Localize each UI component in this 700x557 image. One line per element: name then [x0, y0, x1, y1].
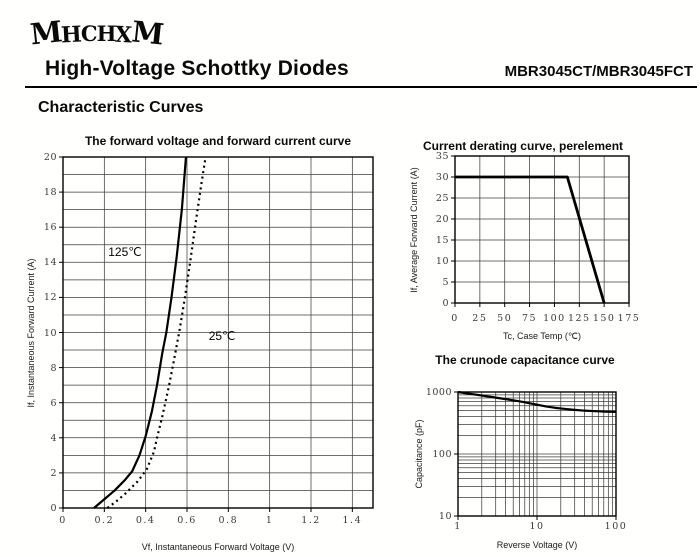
- y-tick-label: 14: [43, 257, 57, 269]
- derating-x-axis-title: Tc, Case Temp (℃): [503, 331, 581, 341]
- y-tick-label: 0: [442, 298, 449, 309]
- derating-plot: [451, 155, 630, 307]
- forward-series-125℃: [93, 156, 188, 509]
- logo-letter: H: [96, 21, 117, 46]
- y-tick-label: 1000: [425, 387, 452, 398]
- y-tick-label: 12: [43, 292, 57, 304]
- curve-label: 125℃: [108, 244, 142, 259]
- x-tick-label: 0.2: [94, 515, 115, 526]
- logo-letter: H: [60, 21, 82, 49]
- y-tick-label: 100: [432, 449, 452, 460]
- logo-letter: M: [129, 14, 165, 52]
- x-tick-label: 0.4: [135, 515, 156, 526]
- forward-series-25℃: [106, 156, 207, 509]
- forward-y-axis-title: If, Instantaneous Forward Current (A): [26, 257, 36, 408]
- capacitance-plot: [454, 390, 617, 520]
- x-tick-label: 100: [604, 521, 628, 532]
- capacitance-x-axis-title: Reverse Voltage (V): [496, 540, 578, 550]
- page-title: High-Voltage Schottky Diodes: [45, 57, 349, 80]
- x-tick-label: 1.4: [342, 515, 363, 526]
- x-tick-label: 50: [497, 313, 513, 324]
- y-tick-label: 30: [435, 172, 449, 183]
- x-tick-label: 0: [59, 515, 67, 526]
- x-tick-label: 100: [543, 313, 566, 324]
- logo-letter: C: [80, 21, 98, 46]
- x-tick-label: 75: [522, 313, 538, 324]
- y-tick-label: 10: [438, 511, 452, 522]
- x-tick-label: 1: [265, 515, 274, 526]
- x-tick-label: 0.6: [177, 515, 197, 526]
- x-tick-label: 125: [567, 313, 591, 324]
- brand-logo: MHCHXM: [28, 14, 165, 52]
- logo-letter: M: [28, 14, 64, 52]
- y-tick-label: 25: [435, 193, 449, 204]
- forward-plot: [59, 156, 374, 512]
- y-tick-label: 10: [435, 256, 449, 267]
- x-tick-label: 150: [592, 313, 616, 324]
- x-tick-label: 1.2: [301, 515, 321, 526]
- y-tick-label: 4: [50, 432, 57, 444]
- x-tick-label: 0.8: [218, 515, 239, 526]
- y-tick-label: 35: [435, 151, 449, 162]
- y-tick-label: 8: [50, 362, 57, 374]
- capacitance-series-capacitance: [457, 390, 617, 413]
- derating-title: Current derating curve, perelement: [422, 139, 624, 153]
- y-tick-label: 10: [43, 327, 57, 339]
- curve-label: 25℃: [208, 329, 236, 343]
- y-tick-label: 5: [442, 277, 449, 288]
- y-tick-label: 15: [435, 235, 449, 246]
- y-tick-label: 20: [43, 152, 57, 163]
- capacitance-y-axis-title: Capacitance (pF): [414, 419, 424, 489]
- y-tick-label: 16: [43, 222, 57, 234]
- y-tick-label: 2: [50, 467, 57, 479]
- forward-title: The forward voltage and forward current …: [84, 134, 352, 148]
- section-heading: Characteristic Curves: [38, 99, 204, 116]
- derating-series-derating: [455, 175, 606, 304]
- x-tick-label: 25: [472, 313, 488, 324]
- derating-y-axis-title: If, Average Forward Current (A): [409, 166, 419, 293]
- y-tick-label: 18: [43, 187, 57, 199]
- y-tick-label: 20: [435, 214, 449, 225]
- forward-x-axis-title: Vf, Instantaneous Forward Voltage (V): [141, 542, 295, 552]
- x-tick-label: 175: [617, 313, 641, 324]
- part-number: MBR3045CT/MBR3045FCT: [504, 63, 693, 80]
- capacitance-title: The crunode capacitance curve: [435, 353, 615, 367]
- x-tick-label: 1: [454, 521, 462, 532]
- y-tick-label: 0: [50, 503, 57, 514]
- header-rule: [25, 86, 697, 88]
- y-tick-label: 6: [50, 397, 57, 409]
- x-tick-label: 0: [451, 313, 459, 324]
- x-tick-label: 10: [529, 521, 545, 532]
